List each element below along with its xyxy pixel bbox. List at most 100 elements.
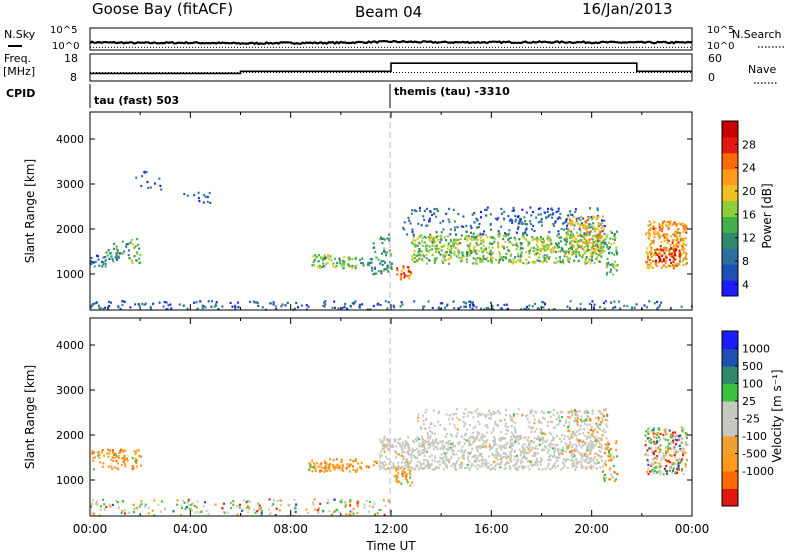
velocity-cell [601, 417, 604, 420]
power-cell [338, 257, 341, 260]
power-cell [149, 186, 152, 189]
power-cell [418, 257, 421, 260]
power-cell [507, 237, 510, 240]
velocity-cell [585, 418, 588, 421]
power-cell [139, 253, 142, 256]
velocity-cell [480, 462, 483, 465]
velocity-colorbar-swatch [722, 366, 738, 384]
velocity-cell [329, 458, 332, 461]
power-cell [676, 264, 679, 267]
velocity-cell [650, 450, 653, 453]
velocity-cell [596, 458, 599, 461]
velocity-cell [176, 499, 179, 502]
power-cell [286, 301, 289, 304]
power-cell [617, 300, 620, 303]
velocity-cell [328, 509, 331, 513]
velocity-cell [124, 449, 127, 452]
power-cell [390, 252, 393, 256]
velocity-cell [573, 455, 576, 458]
power-cell [460, 251, 463, 254]
velocity-cell [187, 499, 190, 502]
velocity-cell [373, 502, 376, 505]
power-cell [651, 251, 653, 255]
velocity-cell [406, 460, 409, 463]
power-cell [414, 243, 417, 246]
power-cell [569, 243, 572, 246]
velocity-cell [422, 462, 425, 465]
velocity-cell [380, 466, 382, 469]
velocity-cell [601, 434, 604, 437]
power-cell [671, 238, 674, 242]
velocity-cell [520, 462, 522, 465]
velocity-cell [589, 440, 592, 443]
velocity-cell [471, 435, 474, 438]
power-cell [556, 234, 559, 237]
power-cell [144, 302, 147, 305]
velocity-cell [593, 435, 595, 438]
power-cell [603, 250, 606, 253]
power-cell [448, 207, 451, 210]
velocity-cell [349, 504, 352, 507]
velocity-cell [416, 447, 418, 450]
velocity-cell [572, 460, 575, 463]
power-cell [596, 245, 599, 248]
velocity-cell [663, 457, 666, 460]
power-cell [602, 228, 605, 231]
velocity-cell [472, 441, 475, 444]
velocity-cell [547, 444, 550, 447]
power-cell [569, 221, 572, 224]
power-colorbar-tick-label: 16 [742, 208, 756, 221]
velocity-cell [311, 470, 314, 473]
power-cell [149, 305, 152, 308]
velocity-cell [669, 447, 672, 450]
velocity-cell [585, 454, 588, 458]
velocity-cell [135, 461, 138, 464]
power-cell [204, 306, 207, 309]
velocity-cell [107, 448, 110, 451]
velocity-cell [589, 419, 592, 422]
power-cell [662, 249, 665, 252]
velocity-cell [119, 449, 122, 453]
velocity-cell [657, 446, 660, 449]
power-cell [569, 235, 571, 238]
power-cell [566, 227, 568, 230]
power-cell [526, 305, 528, 309]
velocity-cell [448, 461, 451, 464]
velocity-cell [429, 435, 432, 438]
velocity-cell [269, 512, 272, 515]
velocity-cell [516, 460, 519, 463]
power-cell [469, 244, 471, 247]
velocity-cell [475, 435, 478, 438]
power-cell [460, 260, 463, 263]
velocity-cell [408, 448, 411, 451]
velocity-cell [230, 507, 233, 510]
power-cell [193, 194, 196, 197]
power-cell [591, 253, 594, 256]
power-cell [229, 301, 232, 304]
velocity-cell [672, 467, 675, 470]
velocity-cell [247, 510, 250, 514]
velocity-cell [444, 462, 447, 465]
power-cell [442, 253, 445, 256]
power-cell [507, 260, 510, 263]
power-cell [467, 235, 470, 238]
power-cell [498, 232, 501, 235]
power-cell [682, 251, 685, 254]
velocity-cell [372, 464, 375, 467]
power-cell [596, 237, 599, 240]
velocity-cell [449, 422, 452, 426]
velocity-cell [540, 429, 543, 432]
power-cell [678, 255, 681, 258]
power-cell [379, 238, 381, 241]
velocity-cell [333, 468, 336, 471]
velocity-cell [538, 443, 541, 446]
velocity-cell [597, 439, 600, 443]
velocity-cell [590, 426, 593, 429]
power-cell [533, 250, 536, 253]
velocity-cell [575, 465, 578, 468]
power-cell [373, 267, 376, 270]
velocity-cell [686, 459, 689, 462]
velocity-cell [675, 443, 677, 446]
velocity-cell [668, 429, 671, 432]
velocity-cell [402, 450, 405, 453]
